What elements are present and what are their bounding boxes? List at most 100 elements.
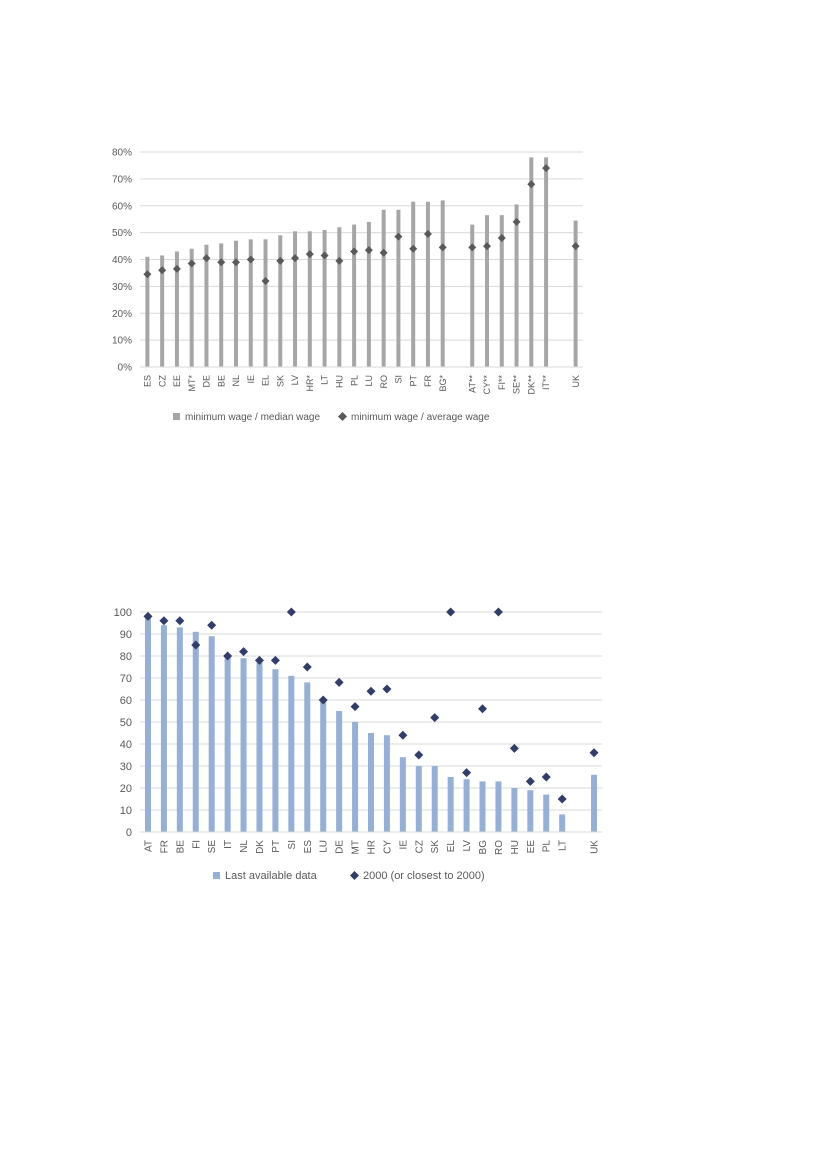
marker [302, 662, 312, 672]
legend-label: minimum wage / average wage [351, 412, 490, 423]
bar [479, 781, 486, 832]
x-tick-label: SI [287, 840, 298, 849]
bar [176, 627, 183, 832]
bar [352, 722, 359, 832]
bar [307, 231, 312, 367]
x-tick-label: LV [290, 375, 300, 385]
marker [143, 611, 153, 621]
y-tick-label: 40 [120, 739, 132, 751]
x-tick-label: PT [408, 375, 418, 387]
marker [430, 713, 440, 723]
bar [543, 794, 550, 832]
marker [305, 250, 314, 259]
y-tick-label: 80% [112, 148, 132, 159]
marker [512, 217, 521, 226]
y-tick-label: 90 [120, 629, 132, 641]
x-tick-label: SK [275, 375, 285, 387]
y-tick-label: 60 [120, 695, 132, 707]
x-tick-label: ES [303, 840, 314, 854]
bar [463, 779, 470, 832]
bar [495, 781, 502, 832]
marker [286, 607, 296, 617]
x-tick-label: IT [223, 840, 234, 849]
x-tick-label: MT [351, 840, 362, 854]
bar [219, 243, 224, 367]
marker [335, 256, 344, 265]
x-tick-label: MT* [187, 375, 197, 392]
bar [559, 814, 566, 832]
y-tick-label: 70 [120, 673, 132, 685]
x-tick-label: FI** [497, 375, 507, 391]
bar [160, 625, 167, 832]
x-tick-label: PL [542, 840, 553, 853]
x-tick-label: CY [382, 840, 393, 854]
x-tick-label: PT [271, 840, 282, 853]
x-tick-label: HU [335, 375, 345, 388]
bar [415, 766, 422, 832]
marker [462, 768, 472, 778]
marker [276, 256, 285, 265]
bar [263, 239, 268, 367]
x-tick-label: RO [379, 375, 389, 389]
legend-swatch-bar [213, 872, 220, 879]
bar [511, 788, 518, 832]
x-tick-label: EE [172, 375, 182, 387]
x-tick-label: SE** [512, 375, 522, 395]
bar [204, 244, 209, 367]
x-tick-label: UK [590, 840, 601, 854]
x-tick-label: PL [349, 375, 359, 386]
x-tick-label: BE [175, 840, 186, 854]
bar [256, 662, 263, 832]
marker [318, 695, 328, 705]
bar [160, 255, 165, 367]
x-tick-label: HU [510, 840, 521, 854]
y-tick-label: 80 [120, 651, 132, 663]
bar [233, 240, 238, 367]
bar [440, 200, 445, 367]
x-tick-label: EL [261, 375, 271, 386]
x-tick-label: LT [320, 375, 330, 385]
y-tick-label: 0% [118, 363, 133, 374]
marker [217, 258, 226, 267]
x-tick-label: EL [446, 840, 457, 853]
x-tick-label: AT** [467, 375, 477, 393]
bar [425, 201, 430, 367]
bar [366, 221, 371, 367]
bar [174, 251, 179, 367]
bar [399, 757, 406, 832]
marker [364, 246, 373, 255]
x-tick-label: SK [430, 840, 441, 854]
marker [334, 677, 344, 687]
marker [478, 704, 488, 714]
legend-item: Last available data [213, 870, 318, 882]
marker [246, 255, 255, 264]
bar [248, 239, 253, 367]
marker [239, 647, 249, 657]
marker [159, 616, 169, 626]
bar [470, 224, 475, 367]
legend-label: minimum wage / median wage [185, 412, 320, 423]
marker [366, 686, 376, 696]
marker [414, 750, 424, 760]
marker [541, 772, 551, 782]
y-tick-label: 0 [126, 827, 132, 839]
x-tick-label: LU [319, 840, 330, 853]
x-tick-label: LT [558, 840, 569, 851]
bar [224, 656, 231, 832]
bar [208, 636, 215, 832]
bar [320, 700, 327, 832]
bar [192, 631, 199, 832]
bar [145, 256, 150, 367]
marker [291, 254, 300, 263]
y-tick-label: 10 [120, 805, 132, 817]
marker [379, 248, 388, 257]
legend-swatch-bar [173, 413, 180, 420]
y-tick-label: 70% [112, 174, 132, 185]
bar [336, 711, 343, 832]
marker [350, 247, 359, 256]
legend-label: 2000 (or closest to 2000) [363, 870, 485, 882]
x-tick-label: BG [478, 840, 489, 855]
marker [438, 243, 447, 252]
y-tick-label: 20 [120, 783, 132, 795]
x-tick-label: SE [207, 840, 218, 854]
